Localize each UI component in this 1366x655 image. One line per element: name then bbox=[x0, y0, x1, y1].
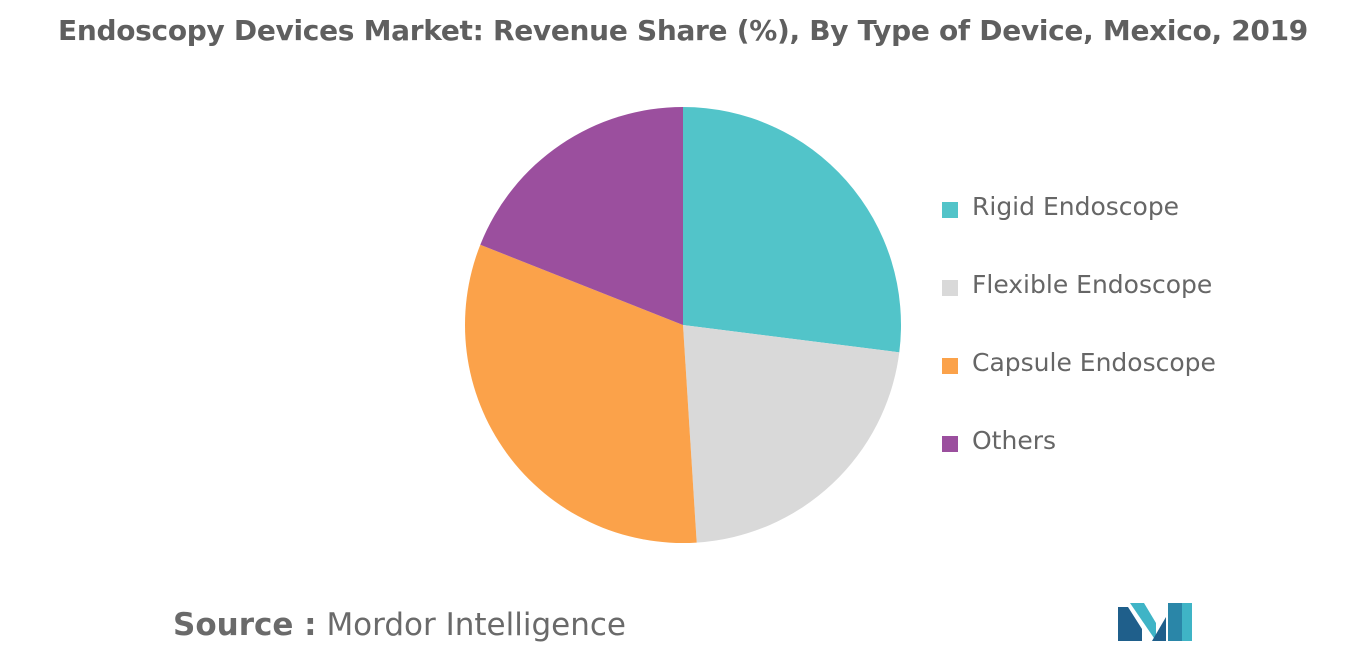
legend-label-others: Others bbox=[972, 426, 1057, 455]
legend-swatch-rigid bbox=[942, 202, 958, 218]
pie-slice-others bbox=[480, 107, 683, 325]
legend-swatch-capsule bbox=[942, 358, 958, 374]
chart-title: Endoscopy Devices Market: Revenue Share … bbox=[58, 14, 1308, 47]
legend-label-flexible: Flexible Endoscope bbox=[972, 270, 1213, 299]
pie-slice-rigid-endoscope bbox=[683, 107, 901, 353]
source-label: Source : bbox=[173, 607, 317, 643]
legend-label-rigid: Rigid Endoscope bbox=[972, 192, 1180, 221]
source-note: Source : Mordor Intelligence bbox=[173, 607, 626, 643]
source-value: Mordor Intelligence bbox=[326, 607, 626, 643]
pie-slice-flexible-endoscope bbox=[683, 325, 900, 543]
legend-swatch-flexible bbox=[942, 280, 958, 296]
legend-swatch-others bbox=[942, 436, 958, 452]
legend-label-capsule: Capsule Endoscope bbox=[972, 348, 1216, 377]
pie-slice-capsule-endoscope bbox=[464, 244, 697, 543]
mordor-intelligence-logo-icon bbox=[1118, 603, 1192, 641]
